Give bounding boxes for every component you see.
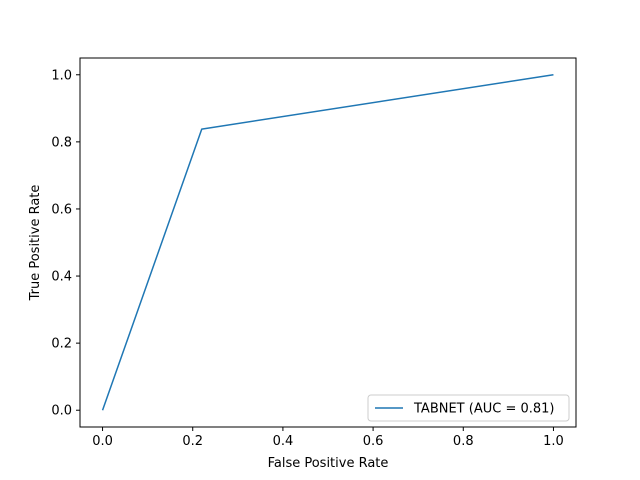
- y-axis-ticks: 0.0 0.2 0.4 0.6 0.8 1.0: [51, 68, 80, 419]
- legend-box: [367, 394, 570, 422]
- y-tick-label: 0.6: [51, 202, 72, 217]
- x-tick-label: 0.8: [453, 434, 474, 449]
- x-axis-ticks: 0.0 0.2 0.4 0.6 0.8 1.0: [92, 427, 564, 449]
- y-axis-label: True Positive Rate: [28, 185, 43, 302]
- y-tick-label: 0.8: [51, 135, 72, 150]
- y-tick-label: 0.4: [51, 270, 72, 285]
- series-group: [101, 74, 554, 411]
- y-tick-label: 1.0: [51, 68, 72, 83]
- legend-label: TABNET (AUC = 0.81): [413, 402, 555, 417]
- legend: TABNET (AUC = 0.81): [367, 394, 570, 422]
- x-tick-label: 0.0: [92, 434, 113, 449]
- x-tick-label: 0.6: [363, 434, 384, 449]
- plot-area-frame: [79, 57, 577, 428]
- x-tick-label: 0.4: [273, 434, 294, 449]
- y-tick-label: 0.2: [51, 337, 72, 352]
- x-axis-label: False Positive Rate: [268, 456, 389, 471]
- x-tick-label: 0.2: [182, 434, 203, 449]
- y-tick-label: 0.0: [51, 404, 72, 419]
- roc-curve-line: [101, 74, 554, 411]
- x-tick-label: 1.0: [543, 434, 564, 449]
